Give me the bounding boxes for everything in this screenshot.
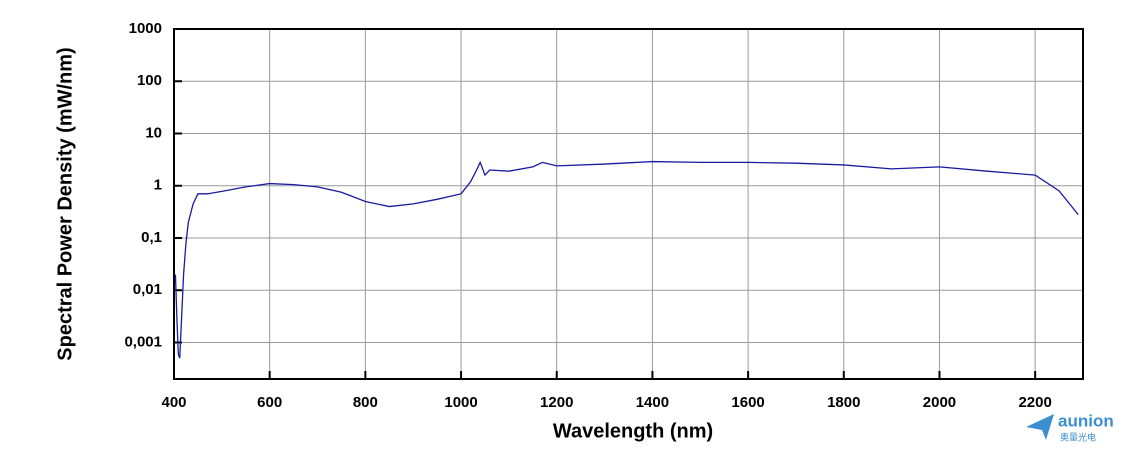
x-tick-label: 1000 [444,394,477,411]
y-tick-label: 0,001 [124,333,162,350]
x-tick-label: 1800 [827,394,860,411]
y-tick-label: 10 [145,124,162,141]
y-tick-label: 0,1 [141,229,162,246]
logo-subtitle: 奥量光电 [1060,431,1096,442]
x-tick-label: 400 [161,394,186,411]
x-tick-label: 2200 [1018,394,1051,411]
x-axis-label: Wavelength (nm) [553,420,713,442]
x-tick-label: 1200 [540,394,573,411]
y-tick-label: 0,01 [133,281,162,298]
x-tick-label: 600 [257,394,282,411]
y-tick-label: 1000 [129,20,162,37]
data-line [174,160,1079,359]
y-tick-label: 1 [154,177,162,194]
logo-name: aunion [1058,411,1114,430]
x-tick-label: 2000 [923,394,956,411]
logo-icon [1026,414,1054,440]
x-tick-label: 1400 [636,394,669,411]
plot-frame [173,28,1084,380]
y-tick-label: 100 [137,72,162,89]
x-tick-label: 1600 [731,394,764,411]
y-axis-label: Spectral Power Density (mW/nm) [54,47,76,360]
x-tick-label: 800 [353,394,378,411]
